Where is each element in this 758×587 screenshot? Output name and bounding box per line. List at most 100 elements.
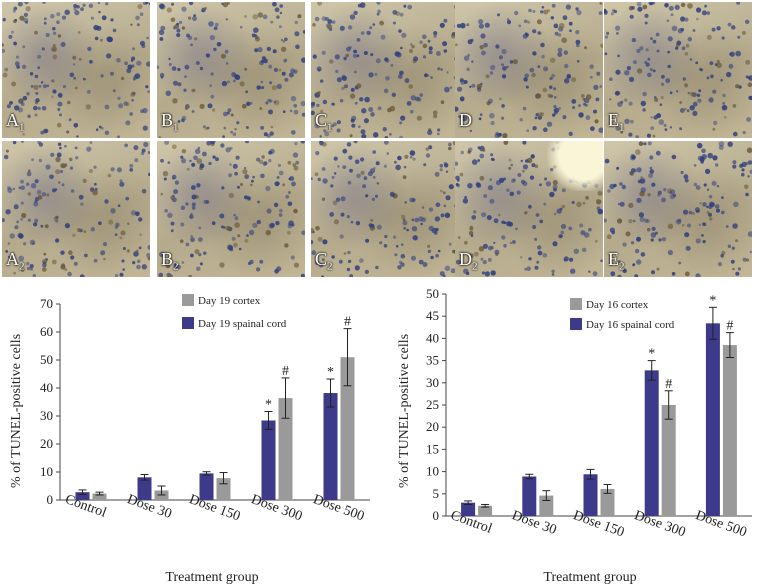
cell-nucleus: [736, 2, 740, 5]
cell-nucleus: [239, 25, 243, 29]
cell-nucleus: [287, 191, 291, 194]
cell-nucleus: [104, 199, 109, 204]
cell-nucleus: [558, 234, 563, 239]
cell-nucleus: [649, 169, 655, 174]
micrograph-a2: A2: [2, 141, 150, 277]
cell-nucleus: [406, 101, 412, 106]
cell-nucleus: [287, 201, 293, 207]
cell-nucleus: [711, 27, 716, 32]
cell-nucleus: [617, 218, 623, 224]
cell-nucleus: [300, 273, 305, 277]
cell-nucleus: [5, 149, 9, 153]
cell-nucleus: [675, 46, 679, 50]
cell-nucleus: [171, 144, 177, 150]
cell-nucleus: [741, 172, 745, 177]
cell-nucleus: [311, 177, 313, 180]
cell-nucleus: [469, 85, 472, 89]
cell-nucleus: [440, 213, 445, 218]
cell-nucleus: [57, 181, 61, 184]
y-tick-label: 20: [40, 436, 53, 451]
cell-nucleus: [168, 57, 171, 61]
cell-nucleus: [126, 249, 130, 253]
cell-nucleus: [341, 86, 345, 90]
cell-nucleus: [244, 67, 247, 71]
cell-nucleus: [360, 170, 365, 175]
cell-nucleus: [534, 164, 539, 169]
cell-nucleus: [553, 87, 557, 91]
cell-nucleus: [168, 63, 172, 66]
cell-nucleus: [50, 13, 55, 19]
cell-nucleus: [72, 233, 76, 237]
cell-nucleus: [468, 253, 474, 259]
cell-nucleus: [23, 12, 28, 17]
cell-nucleus: [718, 145, 724, 151]
cell-nucleus: [568, 178, 574, 184]
cell-nucleus: [34, 218, 39, 223]
cell-nucleus: [442, 41, 448, 47]
cell-nucleus: [290, 68, 295, 74]
cell-nucleus: [52, 89, 57, 94]
cell-nucleus: [316, 103, 320, 108]
cell-nucleus: [708, 97, 714, 103]
cell-nucleus: [383, 244, 388, 248]
cell-nucleus: [106, 53, 112, 59]
cell-nucleus: [275, 181, 280, 186]
cell-nucleus: [469, 226, 474, 231]
cell-nucleus: [346, 267, 351, 272]
cell-nucleus: [26, 92, 30, 96]
cell-nucleus: [630, 171, 635, 176]
cell-nucleus: [435, 202, 441, 208]
cell-nucleus: [157, 65, 160, 69]
cell-nucleus: [73, 76, 76, 80]
cell-nucleus: [83, 230, 87, 233]
cell-nucleus: [131, 98, 134, 102]
cell-nucleus: [124, 143, 129, 148]
cell-nucleus: [721, 210, 725, 215]
cell-nucleus: [354, 159, 360, 164]
cell-nucleus: [97, 2, 101, 5]
cell-nucleus: [90, 16, 94, 20]
cell-nucleus: [353, 10, 358, 16]
cell-nucleus: [359, 258, 364, 263]
cell-nucleus: [333, 219, 339, 225]
cell-nucleus: [598, 11, 603, 15]
cell-nucleus: [560, 141, 567, 147]
cell-nucleus: [335, 69, 339, 73]
cell-nucleus: [136, 259, 141, 264]
cell-nucleus: [369, 26, 373, 30]
cell-nucleus: [350, 220, 354, 224]
cell-nucleus: [270, 125, 274, 129]
cell-nucleus: [249, 259, 254, 265]
cell-nucleus: [579, 223, 584, 228]
cell-nucleus: [696, 17, 699, 21]
cell-nucleus: [546, 121, 553, 127]
cell-nucleus: [181, 115, 187, 121]
cell-nucleus: [16, 220, 19, 224]
cell-nucleus: [664, 3, 669, 8]
cell-nucleus: [93, 24, 99, 31]
cell-nucleus: [68, 250, 73, 255]
cell-nucleus: [597, 190, 603, 196]
cell-nucleus: [478, 246, 485, 252]
cell-nucleus: [571, 177, 577, 183]
cell-nucleus: [17, 2, 23, 7]
cell-nucleus: [684, 107, 687, 111]
significance-mark: #: [726, 319, 733, 334]
bar-cortex: [722, 345, 737, 516]
cell-nucleus: [14, 225, 19, 230]
cell-nucleus: [692, 101, 698, 107]
cell-nucleus: [18, 255, 25, 262]
cell-nucleus: [555, 141, 560, 145]
cell-nucleus: [13, 271, 17, 275]
cell-nucleus: [651, 226, 656, 231]
cell-nucleus: [294, 31, 300, 37]
cell-nucleus: [282, 110, 286, 113]
cell-nucleus: [551, 269, 555, 273]
cell-nucleus: [712, 89, 717, 94]
cell-nucleus: [638, 141, 644, 146]
cell-nucleus: [648, 2, 654, 6]
bar-spinal-cord: [75, 492, 90, 500]
cell-nucleus: [437, 249, 441, 253]
cell-nucleus: [334, 54, 340, 60]
cell-nucleus: [387, 107, 392, 113]
